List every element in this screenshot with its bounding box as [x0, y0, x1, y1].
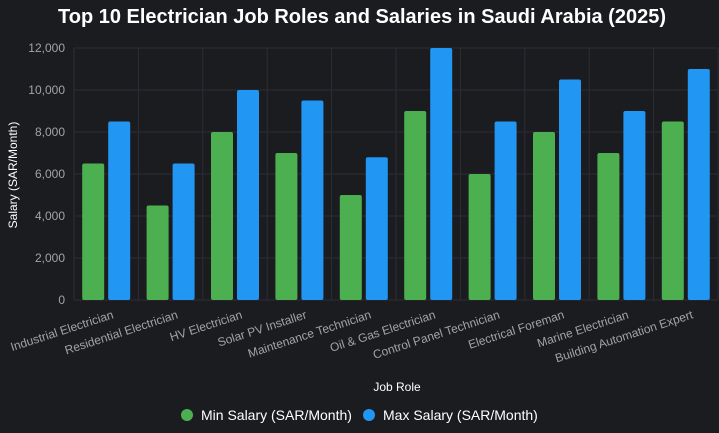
bar-min-salary[interactable] — [468, 174, 491, 300]
grid-layer — [73, 47, 719, 301]
bar-max-salary[interactable] — [430, 48, 453, 300]
chart-title: Top 10 Electrician Job Roles and Salarie… — [58, 6, 666, 28]
bar-max-salary[interactable] — [301, 100, 324, 301]
x-axis-title: Job Role — [373, 380, 421, 394]
bar-min-salary[interactable] — [533, 132, 555, 300]
y-axis-ticks: 0 2,000 4,000 6,000 8,000 10,000 12,000 — [28, 41, 65, 307]
bar-min-salary[interactable] — [146, 205, 169, 301]
y-tick-label: 4,000 — [35, 209, 65, 223]
bar-min-salary[interactable] — [339, 195, 362, 300]
legend[interactable]: Min Salary (SAR/Month) Max Salary (SAR/Mo… — [181, 407, 538, 423]
bar-min-salary[interactable] — [597, 153, 620, 300]
bar-max-salary[interactable] — [687, 69, 710, 300]
bar-max-salary[interactable] — [623, 111, 646, 300]
legend-marker — [181, 409, 193, 421]
y-tick-label: 2,000 — [35, 251, 65, 265]
bar-max-salary[interactable] — [365, 157, 388, 300]
bars — [82, 48, 710, 300]
legend-label: Min Salary (SAR/Month) — [201, 407, 352, 423]
bar-min-salary[interactable] — [82, 163, 105, 301]
y-tick-label: 8,000 — [35, 125, 65, 139]
bar-min-salary[interactable] — [211, 132, 233, 300]
x-tick-label: Residential Electrician — [63, 308, 180, 358]
bar-max-salary[interactable] — [237, 90, 259, 300]
y-tick-label: 10,000 — [28, 83, 65, 97]
bar-max-salary[interactable] — [559, 79, 581, 301]
x-tick-label: Industrial Electrician — [9, 308, 115, 355]
bar-min-salary[interactable] — [661, 121, 684, 301]
y-tick-label: 6,000 — [35, 167, 65, 181]
legend-item-min[interactable]: Min Salary (SAR/Month) — [181, 407, 352, 423]
legend-marker — [363, 409, 375, 421]
bar-max-salary[interactable] — [494, 121, 517, 301]
y-axis-title: Salary (SAR/Month) — [6, 122, 20, 229]
bar-min-salary[interactable] — [275, 153, 298, 300]
bar-max-salary[interactable] — [172, 163, 195, 301]
bar-min-salary[interactable] — [404, 111, 427, 300]
legend-label: Max Salary (SAR/Month) — [383, 407, 538, 423]
y-tick-label: 12,000 — [28, 41, 65, 55]
bar-max-salary[interactable] — [108, 121, 131, 301]
legend-item-max[interactable]: Max Salary (SAR/Month) — [363, 407, 538, 423]
y-tick-label: 0 — [58, 293, 65, 307]
